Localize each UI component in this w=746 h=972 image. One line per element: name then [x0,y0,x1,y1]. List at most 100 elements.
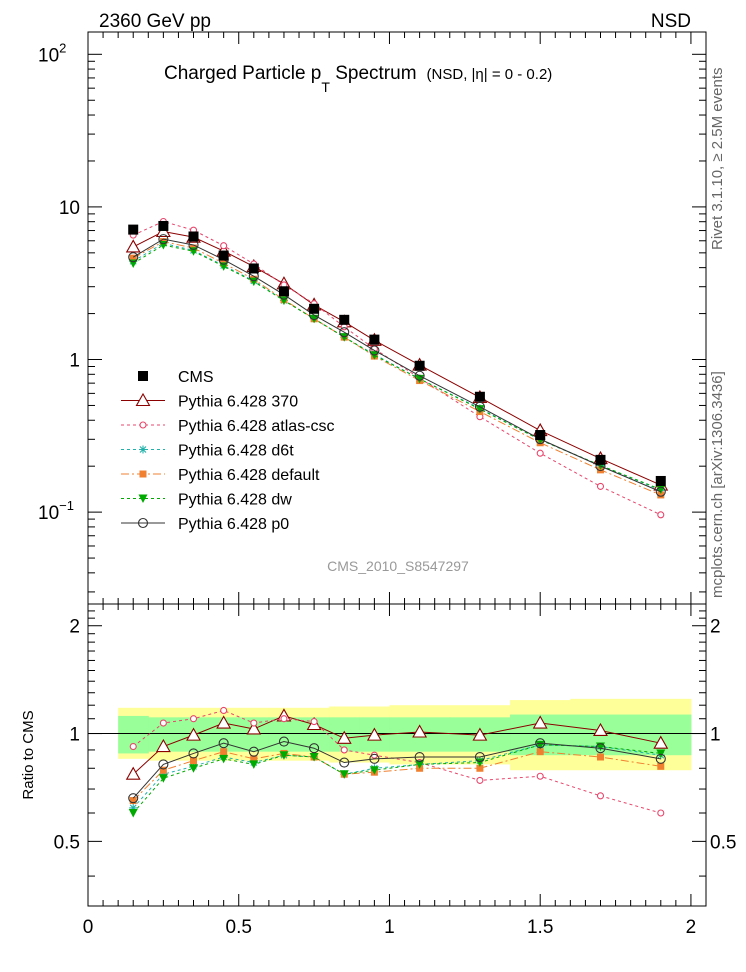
legend-marker [137,517,149,529]
ratio-point [128,793,139,804]
cms-data-point [414,360,425,371]
ratio-point [159,719,167,727]
y-tick-label: 10 [59,198,80,219]
ratio-point [655,753,666,764]
ratio-point [369,753,380,764]
ratio-series-group [128,736,666,804]
ratio-point [186,727,201,741]
legend-entry: Pythia 6.428 370 [121,392,298,411]
ratio-point [657,809,665,817]
legend-entry: Pythia 6.428 d6t [121,443,294,460]
ratio-point [366,727,382,741]
ratio-point [414,751,425,763]
legend-label: Pythia 6.428 d6t [178,443,294,460]
ratio-y-tick-label: 2 [69,617,80,638]
x-tick-label: 1.5 [527,917,553,938]
rivet-version-label: Rivet 3.1.10, ≥ 2.5M events [709,68,726,251]
ratio-point [129,797,137,805]
ratio-series-group [125,708,669,780]
ratio-point [474,751,485,763]
ratio-point [128,809,138,818]
ratio-point [653,735,669,749]
legend-marker [139,470,147,478]
cms-data-point [309,303,320,314]
cms-data-point [595,454,606,465]
legend-label: Pythia 6.428 default [178,467,320,484]
legend-label: Pythia 6.428 p0 [178,516,289,533]
ratio-point [476,764,484,772]
ratio-point [412,724,428,738]
ratio-point [248,746,259,757]
ratio-point [596,792,605,800]
ratio-point [246,721,262,735]
main-panel: 102 10 1 10−1 [38,31,707,605]
ratio-frame [87,603,707,907]
cms-data-point [339,314,350,325]
legend-entry: Pythia 6.428 default [121,467,320,484]
ratio-y-tick-label-right: 1 [710,725,721,746]
analysis-watermark: CMS_2010_S8547297 [327,558,469,574]
header-top-right: NSD [651,11,691,32]
series-line [132,244,661,490]
ratio-point [657,762,665,770]
ratio-point [415,760,425,769]
y-tick-label: 10−1 [38,498,74,524]
series-point [657,491,665,499]
ratio-point [656,749,666,758]
y-tick-label: 102 [38,40,66,66]
legend-marker [135,392,151,407]
cms-data-point [278,286,289,297]
ratio-y-tick-label-right: 0.5 [710,832,736,853]
ratio-point [159,770,168,779]
ratio-point [593,722,608,737]
legend-entry: Pythia 6.428 dw [121,492,292,509]
ratio-series-group [129,706,665,817]
legend-label: CMS [178,369,214,386]
legend: CMS Pythia 6.428 370 Pythia 6.428 atlas-cs… [121,369,335,533]
legend-entry: Pythia 6.428 atlas-csc [121,418,335,435]
cms-data-point [248,263,259,274]
ratio-point [250,755,258,763]
ratio-y-tick-label: 0.5 [54,832,80,853]
ratio-y-tick-label: 1 [69,725,80,746]
series-point [158,234,169,245]
ratio-point [336,730,352,744]
series-point [474,401,485,412]
ratio-point [125,766,141,780]
cms-data-point [369,334,380,345]
x-tick-label: 0 [83,917,94,938]
ratio-point [159,766,167,774]
ratio-panel: 0 0.5 1 1.5 2 0.5 0.5 1 1 2 2 [54,603,736,938]
ratio-point [250,719,258,727]
ratio-line [132,709,661,814]
ratio-point [155,738,171,753]
legend-marker-cms [138,371,148,381]
cms-data-point [158,220,169,231]
ratio-point [216,715,232,729]
ratio-point [280,715,288,723]
y-tick-label: 1 [69,351,80,372]
series-point [339,333,349,342]
ratio-point [158,774,168,783]
series-point [657,511,665,519]
series-point [536,449,544,457]
ratio-point [596,753,604,761]
ratio-point [220,748,228,756]
ratio-point [536,748,544,756]
ratio-point [535,738,546,749]
ratio-point [278,736,290,747]
ratio-line [132,715,661,775]
ratio-point [158,759,169,770]
ratio-point [339,757,350,768]
legend-label: Pythia 6.428 atlas-csc [178,418,335,435]
legend-label: Pythia 6.428 dw [178,492,292,509]
series-point [369,345,380,356]
cms-data-point [128,224,139,235]
x-tick-label: 0.5 [226,917,252,938]
legend-entry: Pythia 6.428 p0 [121,516,289,533]
series-point [339,327,350,338]
series-point [128,252,139,263]
cms-data-point [188,231,199,242]
ratio-point [188,748,199,759]
